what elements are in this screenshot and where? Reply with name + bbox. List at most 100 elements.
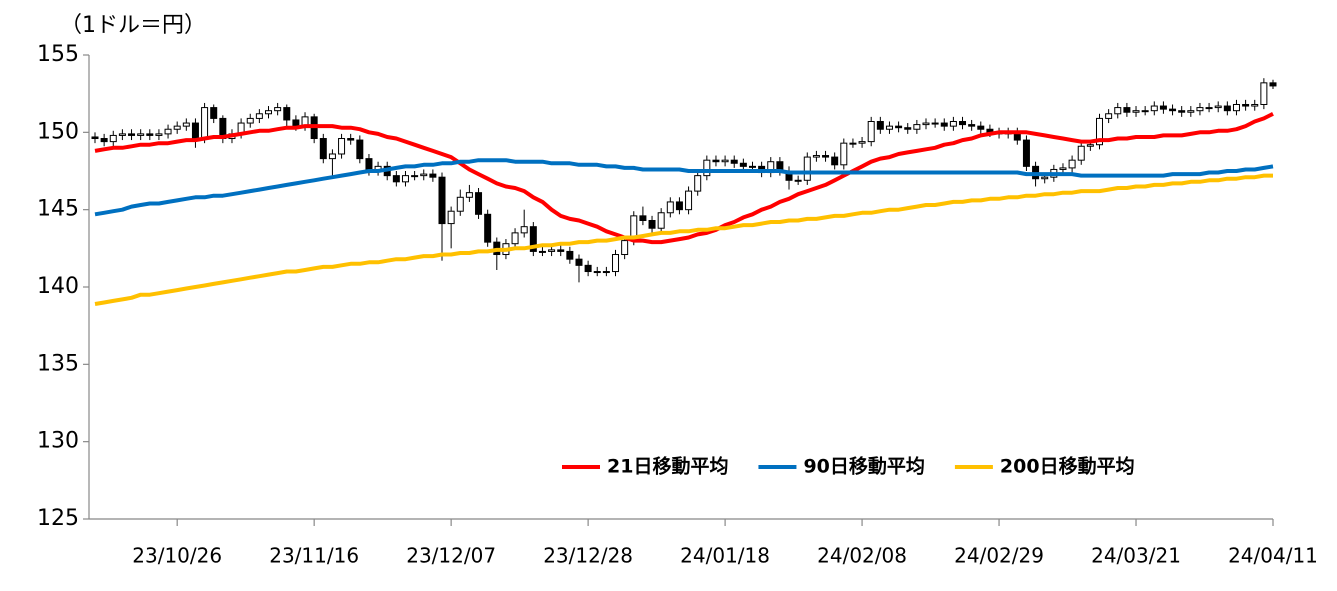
candle-body <box>748 165 756 168</box>
x-tick-label: 24/02/29 <box>954 544 1044 568</box>
candle-body <box>465 192 473 198</box>
candle-body <box>274 107 282 112</box>
candle-body <box>593 271 601 274</box>
y-tick-label: 140 <box>37 274 79 299</box>
candle-body <box>849 142 857 145</box>
candle-body <box>319 138 327 160</box>
candle-body <box>1132 110 1140 113</box>
candle-body <box>1159 105 1167 110</box>
candle-body <box>1041 176 1049 180</box>
candle-body <box>164 128 172 135</box>
candle-body <box>538 250 546 253</box>
candle-body <box>867 121 875 143</box>
candle-body <box>173 125 181 130</box>
candle-body <box>949 121 957 127</box>
candle-body <box>612 254 620 273</box>
candle-body <box>292 119 300 127</box>
candle-body <box>91 136 99 140</box>
candle-body <box>730 159 738 164</box>
candle-body <box>401 175 409 183</box>
candle-body <box>703 159 711 177</box>
candle-body <box>1269 82 1277 87</box>
x-tick-label: 24/01/18 <box>680 544 770 568</box>
candle-body <box>255 113 263 119</box>
candle-body <box>210 107 218 119</box>
candle-body <box>420 173 428 177</box>
candle-body <box>1169 108 1177 112</box>
candle-body <box>840 142 848 166</box>
candle-body <box>429 173 437 178</box>
candle-body <box>1086 144 1094 147</box>
candle-body <box>1196 107 1204 112</box>
candle-body <box>858 141 866 144</box>
candle-body <box>1242 103 1250 107</box>
ma-line <box>94 158 1274 217</box>
x-tick-label: 23/12/07 <box>406 544 496 568</box>
legend-label: 90日移動平均 <box>803 455 924 478</box>
candle-body <box>520 226 528 234</box>
candle-body <box>557 249 565 252</box>
candle-body <box>191 122 199 140</box>
y-tick-label: 135 <box>37 351 79 376</box>
candle-body <box>1022 139 1030 167</box>
candle-body <box>1123 107 1131 113</box>
candle-body <box>621 240 629 256</box>
candle-body <box>484 213 492 243</box>
candle-body <box>392 175 400 183</box>
candle-body <box>876 121 884 130</box>
candle-body <box>347 138 355 141</box>
candle-body <box>1068 159 1076 169</box>
candle-body <box>739 162 747 167</box>
legend-label: 200日移動平均 <box>1000 455 1135 478</box>
x-tick-label: 23/11/16 <box>269 544 359 568</box>
candle-body <box>721 159 729 163</box>
candle-body <box>1205 107 1213 110</box>
candle-body <box>109 134 117 143</box>
candle-body <box>1232 103 1240 112</box>
y-tick-label: 145 <box>37 197 79 222</box>
candle-body <box>328 153 336 160</box>
x-tick-label: 24/02/08 <box>817 544 907 568</box>
candle-body <box>1150 105 1158 112</box>
candle-body <box>356 139 364 160</box>
candle-body <box>959 121 967 126</box>
candle-body <box>1077 145 1085 161</box>
candle-body <box>657 212 665 229</box>
candle-body <box>694 175 702 192</box>
y-tick-label: 150 <box>37 119 79 144</box>
candle-body <box>246 117 254 124</box>
candle-body <box>675 201 683 211</box>
candle-body <box>511 232 519 245</box>
y-tick-label: 155 <box>37 42 79 67</box>
candle-body <box>666 201 674 214</box>
candle-body <box>968 124 976 127</box>
candle-body <box>265 110 273 115</box>
candle-body <box>602 271 610 274</box>
candle-body <box>831 156 839 166</box>
candle-body <box>648 219 656 229</box>
candle-body <box>803 156 811 181</box>
candle-body <box>155 133 163 136</box>
y-tick-label: 130 <box>37 429 79 454</box>
candle-body <box>685 190 693 211</box>
candle-body <box>1095 117 1103 146</box>
candle-body <box>100 138 108 143</box>
candle-body <box>1059 167 1067 170</box>
candle-body <box>201 107 209 140</box>
x-tick-label: 24/03/21 <box>1091 544 1181 568</box>
candle-body <box>922 122 930 126</box>
candle-body <box>128 133 136 136</box>
candle-body <box>931 122 939 125</box>
candle-body <box>118 133 126 136</box>
ma-line <box>94 173 1273 306</box>
candle-body <box>575 258 583 266</box>
ma-line <box>94 112 1274 245</box>
candle-body <box>1214 105 1222 109</box>
candle-body <box>548 249 556 252</box>
x-tick-label: 23/12/28 <box>543 544 633 568</box>
candle-body <box>822 155 830 158</box>
candle-body <box>566 250 574 260</box>
candle-body <box>913 124 921 130</box>
